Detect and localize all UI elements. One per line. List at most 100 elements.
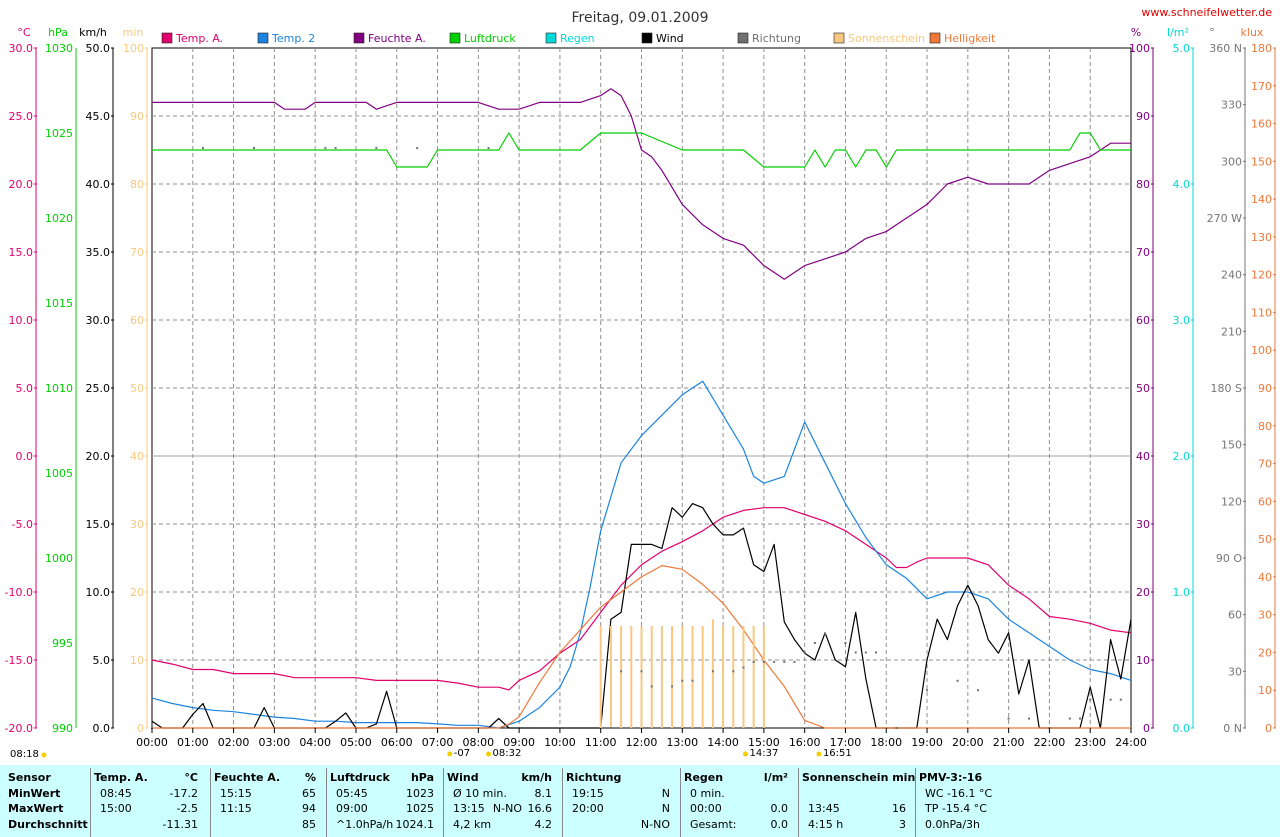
wind-tick: 40.0 [86, 178, 111, 191]
direction-point [671, 685, 674, 688]
legend-swatch [449, 32, 461, 44]
time-axis: 00:00 01:00 02:00 03:00 04:00 05:00 06:00 07:00… [136, 728, 1147, 749]
marker-label: 16:51 [823, 748, 852, 759]
humidity-tick: 80 [1136, 178, 1150, 191]
time-tick: 19:00 [911, 736, 943, 749]
temp-tick: 0.0 [16, 450, 34, 463]
summary-cell: MinWert [8, 787, 61, 800]
sun-tick: 90 [130, 110, 144, 123]
summary-header: PMV-3:-16 [919, 771, 983, 784]
rain-tick: 2.0 [1173, 450, 1191, 463]
lux-tick: 130 [1251, 231, 1272, 244]
direction-point [813, 642, 816, 644]
marker-sun-icon [486, 751, 492, 757]
direction-point [1089, 698, 1092, 701]
summary-cell: 13:15 [453, 802, 485, 815]
time-tick: 11:00 [585, 736, 617, 749]
legend-label: Temp. 2 [271, 32, 315, 45]
summary-value: 65 [302, 787, 316, 800]
legend-label: Temp. A. [175, 32, 223, 45]
legend-label: Helligkeit [944, 32, 996, 45]
summary-value: 94 [302, 802, 316, 815]
humidity-tick: 90 [1136, 110, 1150, 123]
direction-point [864, 651, 867, 654]
summary-cell: Gesamt: [690, 818, 737, 831]
summary-header: Wind [447, 771, 479, 784]
direction-tick: 180 S [1211, 382, 1242, 395]
time-tick: 05:00 [340, 736, 372, 749]
summary-col-sensor: Sensor MinWert MaxWert Durchschnitt [8, 765, 88, 837]
summary-cell: 15:00 [100, 802, 132, 815]
summary-value: -11.31 [162, 818, 198, 831]
summary-value: 8.1 [534, 787, 553, 800]
time-tick: 16:00 [789, 736, 821, 749]
legend-swatch [545, 32, 557, 44]
summary-value: -2.5 [176, 802, 198, 815]
temp-tick: 25.0 [9, 110, 34, 123]
pressure-tick: 995 [52, 637, 73, 650]
series-wind [151, 503, 1132, 729]
marker-sun-icon [41, 752, 47, 758]
wind-unit-label: km/h [79, 26, 107, 39]
summary-col-wind: Wind km/h Ø 10 min. 8.1 13:15 N-NO 16.6 4,2 km 4… [447, 765, 552, 837]
time-tick: 12:00 [626, 736, 658, 749]
summary-cell: 13:45 [808, 802, 840, 815]
marker-label: 14:37 [750, 748, 779, 759]
summary-value: 85 [302, 818, 316, 831]
time-tick: 08:00 [462, 736, 494, 749]
axis-unit-labels: °C hPa km/h min% l/m² ° klux [17, 26, 1264, 39]
wind-tick: 35.0 [86, 246, 111, 259]
humidity-tick: 20 [1136, 586, 1150, 599]
sun-tick: 40 [130, 450, 144, 463]
summary-value: 3 [899, 818, 906, 831]
legend-label: Feuchte A. [368, 32, 426, 45]
summary-value: 0.0 [770, 818, 789, 831]
rain-tick: 4.0 [1173, 178, 1191, 191]
summary-header: Sonnenschein min [802, 771, 916, 784]
sun-tick: 70 [130, 246, 144, 259]
direction-tick: 300 [1221, 155, 1242, 168]
pressure-unit-label: hPa [48, 26, 68, 39]
summary-value: 1023 [406, 787, 434, 800]
summary-header: Luftdruck [330, 771, 390, 784]
summary-col-regen: Regen l/m² 0 min. 00:00 0.0 Gesamt: 0.0 [684, 765, 788, 837]
direction-point [824, 632, 827, 635]
summary-value: 0.0 [770, 802, 789, 815]
summary-col-luftdruck: Luftdruck hPa 05:45 1023 09:00 1025 ^1.0hPa/h 1… [330, 765, 434, 837]
sun-tick: 20 [130, 586, 144, 599]
pressure-tick: 1005 [45, 467, 73, 480]
direction-tick: 270 W [1207, 212, 1242, 225]
legend-label: Wind [656, 32, 684, 45]
time-tick: 03:00 [259, 736, 291, 749]
summary-value: 1024.1 [395, 818, 435, 831]
marker-sun-icon [743, 751, 749, 757]
legend-swatch [257, 32, 269, 44]
time-tick: 10:00 [544, 736, 576, 749]
temp-tick: -10.0 [5, 586, 33, 599]
chart-title: Freitag, 09.01.2009 [572, 10, 709, 26]
sun-tick: 100 [123, 42, 144, 55]
temp-tick: 15.0 [9, 246, 34, 259]
wind-tick: 10.0 [86, 586, 111, 599]
temp-tick: 5.0 [16, 382, 34, 395]
sun-tick: 30 [130, 518, 144, 531]
temp-tick: -5.0 [12, 518, 33, 531]
summary-cell: 05:45 [336, 787, 368, 800]
legend-label: Luftdruck [464, 32, 516, 45]
pressure-tick: 1030 [45, 42, 73, 55]
wind-tick: 50.0 [86, 42, 111, 55]
legend-swatch [641, 32, 653, 44]
direction-point [803, 651, 806, 654]
summary-cell: 4,2 km [453, 818, 492, 831]
summary-separator [798, 768, 799, 837]
axes: 30.0 25.0 20.0 15.0 10.0 5.0 0.0 -5.0 -10.0 -15.0… [5, 42, 1276, 735]
direction-tick: 240 [1221, 269, 1242, 282]
lux-tick: 10 [1258, 684, 1272, 697]
summary-col-sonnenschein-min: Sonnenschein min 13:45 16 4:15 h 3 [802, 765, 915, 837]
direction-point [620, 670, 623, 673]
direction-point [1109, 698, 1112, 701]
marker-sun-icon [816, 751, 822, 757]
time-tick: 14:00 [707, 736, 739, 749]
direction-point [711, 670, 714, 673]
site-link[interactable]: www.schneifelwetter.de [1141, 6, 1272, 19]
